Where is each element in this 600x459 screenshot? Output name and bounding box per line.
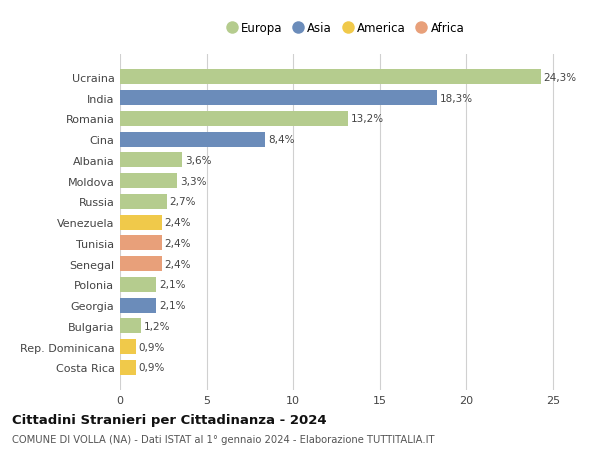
Bar bbox=[120, 112, 349, 127]
Text: Cittadini Stranieri per Cittadinanza - 2024: Cittadini Stranieri per Cittadinanza - 2… bbox=[12, 413, 326, 426]
Bar bbox=[120, 153, 182, 168]
Text: 0,9%: 0,9% bbox=[138, 342, 164, 352]
Text: 2,4%: 2,4% bbox=[164, 218, 191, 228]
Legend: Europa, Asia, America, Africa: Europa, Asia, America, Africa bbox=[221, 17, 469, 40]
Text: 24,3%: 24,3% bbox=[543, 73, 576, 83]
Bar bbox=[120, 195, 167, 209]
Text: 2,7%: 2,7% bbox=[169, 197, 196, 207]
Bar bbox=[120, 174, 177, 189]
Text: 1,2%: 1,2% bbox=[143, 321, 170, 331]
Text: 2,4%: 2,4% bbox=[164, 238, 191, 248]
Bar bbox=[120, 132, 265, 147]
Bar bbox=[120, 298, 157, 313]
Text: 8,4%: 8,4% bbox=[268, 135, 295, 145]
Bar bbox=[120, 91, 437, 106]
Text: 2,1%: 2,1% bbox=[159, 300, 185, 310]
Text: 13,2%: 13,2% bbox=[351, 114, 384, 124]
Text: 18,3%: 18,3% bbox=[439, 94, 472, 103]
Bar bbox=[120, 339, 136, 354]
Bar bbox=[120, 70, 541, 85]
Bar bbox=[120, 360, 136, 375]
Bar bbox=[120, 236, 161, 251]
Text: COMUNE DI VOLLA (NA) - Dati ISTAT al 1° gennaio 2024 - Elaborazione TUTTITALIA.I: COMUNE DI VOLLA (NA) - Dati ISTAT al 1° … bbox=[12, 434, 434, 444]
Text: 2,1%: 2,1% bbox=[159, 280, 185, 290]
Bar bbox=[120, 319, 141, 334]
Text: 0,9%: 0,9% bbox=[138, 363, 164, 372]
Bar bbox=[120, 257, 161, 271]
Text: 3,6%: 3,6% bbox=[185, 156, 211, 166]
Text: 3,3%: 3,3% bbox=[180, 176, 206, 186]
Text: 2,4%: 2,4% bbox=[164, 259, 191, 269]
Bar bbox=[120, 215, 161, 230]
Bar bbox=[120, 277, 157, 292]
